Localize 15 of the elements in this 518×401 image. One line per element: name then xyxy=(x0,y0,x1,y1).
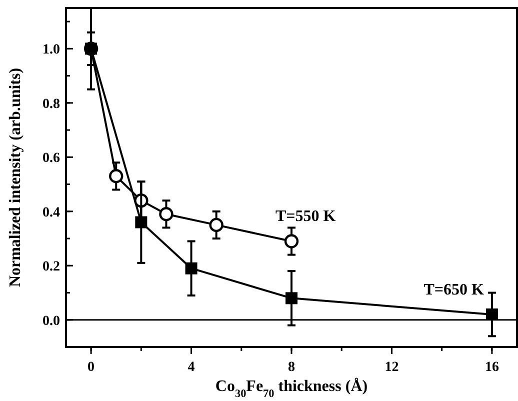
y-tick-label: 0.4 xyxy=(42,205,60,220)
series-label: T=550 K xyxy=(276,208,336,226)
y-tick-label: 0.2 xyxy=(42,260,60,275)
x-tick-label: 0 xyxy=(88,360,95,375)
y-axis-title: Normalized intensity (arb.units) xyxy=(7,68,24,288)
x-tick-label: 4 xyxy=(188,360,195,375)
x-tick-label: 12 xyxy=(384,360,399,375)
x-tick-label: 16 xyxy=(484,360,499,375)
y-tick-label: 1.0 xyxy=(42,42,60,58)
series-label: T=650 K xyxy=(424,281,484,298)
y-tick-label: 0.6 xyxy=(42,151,60,166)
x-axis-title: Co$_{30}$Fe$_{70}$ thickness (Å) xyxy=(215,377,368,400)
y-tick-label: 0.0 xyxy=(42,314,60,329)
x-tick-label: 8 xyxy=(288,360,295,375)
y-tick-label: 0.8 xyxy=(42,96,60,112)
